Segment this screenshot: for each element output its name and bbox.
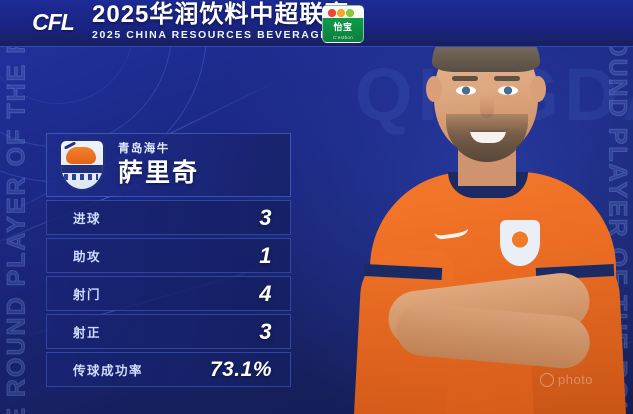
player-ear	[426, 76, 442, 102]
player-nose	[480, 96, 494, 118]
league-title-english: 2025 CHINA RESOURCES BEVERAGE CSL	[92, 29, 360, 41]
stat-label: 传球成功率	[73, 364, 144, 378]
stat-value: 73.1%	[209, 357, 272, 381]
stat-value: 4	[259, 280, 272, 306]
stat-label: 进球	[73, 212, 102, 226]
photo-credit: photo	[540, 372, 593, 387]
qingdao-hainiu-club-crest-icon	[59, 139, 105, 191]
sponsor-brand-name: 怡宝	[333, 22, 353, 32]
crest-wave-detail	[64, 174, 98, 180]
league-title-block: 2025华润饮料中超联赛 2025 CHINA RESOURCES BEVERA…	[92, 2, 359, 42]
stat-value: 3	[259, 204, 272, 230]
stat-row-shots-on-target: 射正 3	[46, 314, 291, 349]
cfl-league-logo-icon: CFL	[22, 8, 84, 36]
header-bar: CFL 2025华润饮料中超联赛 2025 CHINA RESOURCES BE…	[0, 0, 633, 47]
player-ear	[530, 76, 546, 102]
stat-label: 射正	[73, 326, 102, 340]
sponsor-brand-sub: C'estbon	[332, 35, 354, 40]
stat-label: 助攻	[73, 250, 102, 264]
sponsor-beverage-logo-icon: 怡宝 C'estbon	[322, 5, 364, 43]
stat-row-pass-accuracy: 传球成功率 73.1%	[46, 352, 291, 387]
player-name: 萨里奇	[118, 159, 200, 187]
watermark-text: PLAYER OF THE ROUND PLAYER OF THE ROUND …	[2, 0, 31, 414]
crest-band-detail	[61, 165, 103, 173]
left-edge-watermark: PLAYER OF THE ROUND PLAYER OF THE ROUND …	[0, 0, 33, 414]
player-stats-panel: 青岛海牛 萨里奇 进球 3 助攻 1 射门 4 射正 3 传球成功率 73.1%	[46, 133, 291, 387]
stat-row-goals: 进球 3	[46, 200, 291, 235]
league-title-chinese: 2025华润饮料中超联赛	[92, 1, 350, 28]
player-identity-card: 青岛海牛 萨里奇	[46, 133, 291, 197]
player-photo: photo	[352, 14, 633, 414]
player-eye	[456, 86, 476, 95]
stat-value: 1	[259, 242, 272, 268]
stat-row-assists: 助攻 1	[46, 238, 291, 273]
sponsor-fruit-graphic-icon	[327, 8, 359, 18]
photo-credit-icon	[540, 372, 554, 387]
stat-row-shots: 射门 4	[46, 276, 291, 311]
player-eyebrow	[452, 76, 478, 81]
cfl-logo-text: CFL	[32, 8, 75, 35]
jersey-club-crest-icon	[500, 220, 540, 266]
stat-label: 射门	[73, 288, 102, 302]
player-eye	[498, 86, 518, 95]
player-name-block: 青岛海牛 萨里奇	[118, 142, 199, 188]
player-eyebrow	[494, 76, 520, 81]
player-smile	[470, 130, 506, 143]
photo-credit-label: photo	[558, 372, 594, 387]
stat-value: 3	[259, 318, 272, 344]
crest-bull-detail	[66, 147, 96, 164]
team-name: 青岛海牛	[118, 143, 170, 155]
